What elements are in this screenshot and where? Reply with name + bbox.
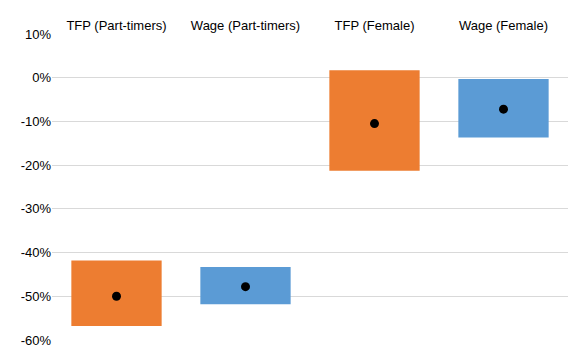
svg-text:TFP (Part-timers): TFP (Part-timers) bbox=[66, 18, 166, 33]
svg-text:0%: 0% bbox=[32, 70, 51, 85]
svg-text:-50%: -50% bbox=[21, 289, 52, 304]
svg-text:-20%: -20% bbox=[21, 158, 52, 173]
svg-text:Wage (Female): Wage (Female) bbox=[459, 18, 548, 33]
svg-text:-30%: -30% bbox=[21, 201, 52, 216]
svg-text:-60%: -60% bbox=[21, 333, 52, 348]
svg-text:Wage (Part-timers): Wage (Part-timers) bbox=[191, 18, 300, 33]
svg-text:-10%: -10% bbox=[21, 114, 52, 129]
svg-text:TFP (Female): TFP (Female) bbox=[335, 18, 415, 33]
svg-text:10%: 10% bbox=[25, 27, 51, 42]
svg-text:-40%: -40% bbox=[21, 245, 52, 260]
